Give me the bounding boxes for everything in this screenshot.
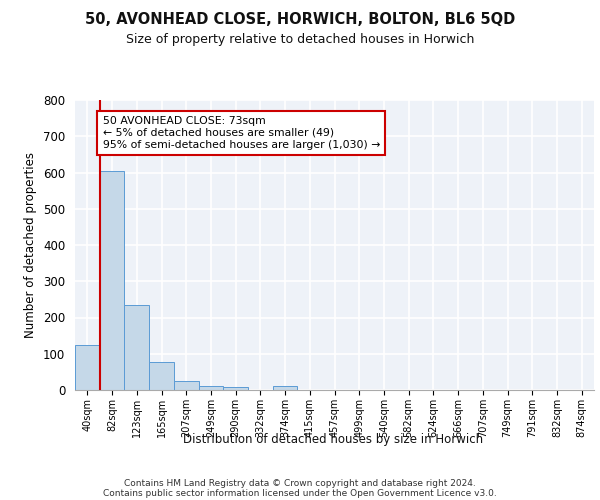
Text: Size of property relative to detached houses in Horwich: Size of property relative to detached ho… xyxy=(126,32,474,46)
Text: 50 AVONHEAD CLOSE: 73sqm
← 5% of detached houses are smaller (49)
95% of semi-de: 50 AVONHEAD CLOSE: 73sqm ← 5% of detache… xyxy=(103,116,380,150)
Text: 50, AVONHEAD CLOSE, HORWICH, BOLTON, BL6 5QD: 50, AVONHEAD CLOSE, HORWICH, BOLTON, BL6… xyxy=(85,12,515,28)
Bar xyxy=(223,387,248,390)
Y-axis label: Number of detached properties: Number of detached properties xyxy=(25,152,37,338)
Bar xyxy=(75,344,100,390)
Text: Distribution of detached houses by size in Horwich: Distribution of detached houses by size … xyxy=(183,432,483,446)
Text: Contains public sector information licensed under the Open Government Licence v3: Contains public sector information licen… xyxy=(103,488,497,498)
Bar xyxy=(100,170,124,390)
Text: Contains HM Land Registry data © Crown copyright and database right 2024.: Contains HM Land Registry data © Crown c… xyxy=(124,478,476,488)
Bar xyxy=(273,386,298,390)
Bar xyxy=(124,305,149,390)
Bar xyxy=(174,381,199,390)
Bar xyxy=(149,362,174,390)
Bar xyxy=(199,386,223,390)
